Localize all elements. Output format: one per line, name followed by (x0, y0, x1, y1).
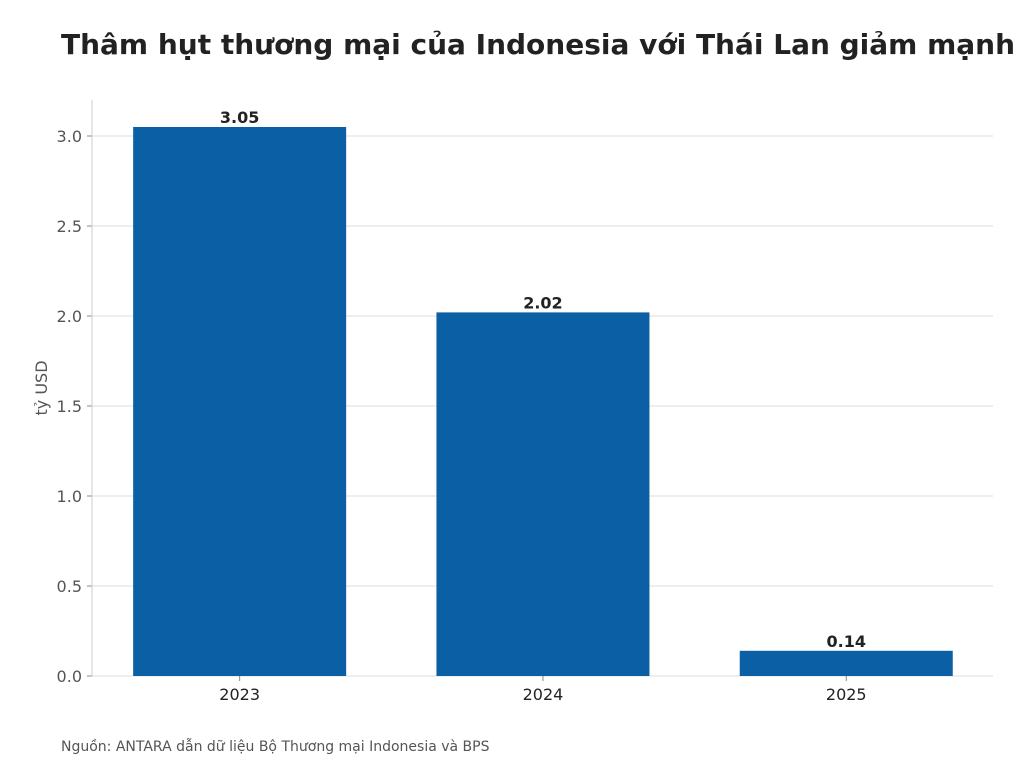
bar-2024 (436, 312, 650, 676)
y-tick-label: 0.5 (57, 577, 82, 596)
x-tick-label: 2023 (219, 685, 260, 704)
y-tick-label: 2.5 (57, 217, 82, 236)
y-tick-label: 1.0 (57, 487, 82, 506)
bars (133, 127, 953, 676)
data-label: 2.02 (523, 293, 562, 312)
chart-title: Thâm hụt thương mại của Indonesia với Th… (61, 28, 1016, 61)
bar-2023 (133, 127, 347, 676)
source-note: Nguồn: ANTARA dẫn dữ liệu Bộ Thương mại … (61, 739, 490, 755)
y-tick-label: 1.5 (57, 397, 82, 416)
x-tick-label: 2025 (826, 685, 867, 704)
labels: 0.0 0.5 1.0 1.5 2.0 2.5 3.0 2023 3.05 2024 2.02 202… (57, 108, 867, 704)
bar-2025 (739, 650, 953, 676)
data-label: 3.05 (220, 108, 259, 127)
data-label: 0.14 (827, 632, 866, 651)
y-tick-label: 0.0 (57, 667, 82, 686)
y-tick-label: 3.0 (57, 127, 82, 146)
x-tick-label: 2024 (523, 685, 564, 704)
axes (87, 100, 847, 681)
y-axis-title: tỷ USD (32, 360, 51, 415)
y-tick-label: 2.0 (57, 307, 82, 326)
